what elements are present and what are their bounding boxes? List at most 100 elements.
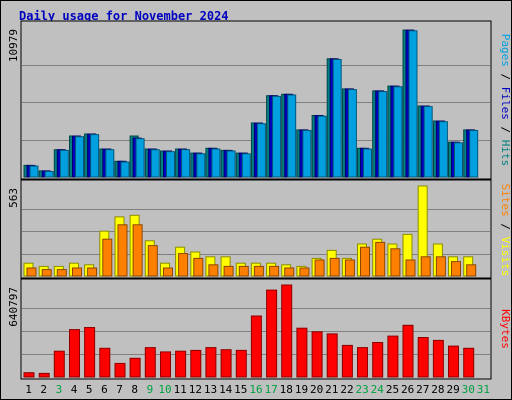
bottom-bar-kbytes-day-21 <box>326 333 338 378</box>
bottom-bar-kbytes-day-23 <box>357 347 368 378</box>
bottom-bar-kbytes-day-12 <box>190 349 202 378</box>
bottom-bar-kbytes-day-18 <box>281 284 293 378</box>
bottom-bar-kbytes-day-28 <box>432 339 444 378</box>
day-label-10: 10 <box>158 383 171 396</box>
day-label-11: 11 <box>174 383 187 396</box>
middle-bar-sites-day-22 <box>344 259 355 277</box>
day-label-31: 31 <box>477 383 490 396</box>
top-bar-pages-day-12 <box>196 153 206 178</box>
day-label-18: 18 <box>280 383 293 396</box>
day-label-3: 3 <box>56 383 63 396</box>
top-bar-pages-day-22 <box>347 89 357 178</box>
top-bar-pages-day-29 <box>454 142 463 178</box>
bottom-bar-kbytes-day-3 <box>53 350 65 378</box>
top-bar-pages-day-27 <box>423 106 433 178</box>
bottom-legend: KBytes <box>499 309 512 349</box>
top-bar-pages-day-14 <box>226 150 236 178</box>
top-bar-pages-day-13 <box>211 148 221 178</box>
bottom-max-label: 640797 <box>7 287 20 327</box>
middle-bar-sites-day-10 <box>163 267 173 277</box>
top-bar-pages-day-28 <box>438 121 448 178</box>
top-bar-pages-day-24 <box>378 91 388 178</box>
day-label-4: 4 <box>71 383 78 396</box>
middle-bar-sites-day-29 <box>451 261 461 277</box>
middle-bar-sites-day-18 <box>284 267 295 277</box>
middle-bar-sites-day-9 <box>147 245 158 277</box>
middle-bar-sites-day-1 <box>26 267 37 277</box>
bottom-bar-kbytes-day-14 <box>220 349 232 378</box>
top-bar-pages-day-30 <box>469 130 479 178</box>
top-panel: 10979 Pages / Files / Hits <box>7 20 512 180</box>
middle-bar-sites-day-21 <box>329 257 340 277</box>
day-label-26: 26 <box>401 383 414 396</box>
middle-bar-sites-day-6 <box>102 238 113 277</box>
middle-bar-sites-day-23 <box>360 246 370 277</box>
middle-bar-sites-day-20 <box>314 259 325 277</box>
top-legend: Pages / Files / Hits <box>499 34 512 167</box>
middle-bar-sites-day-7 <box>117 224 128 277</box>
day-labels: 1 2 3 4 5 6 7 8 9 10 11 12 13 14 15 16 17 18 19 20 21 22 23 24 2… <box>25 383 490 396</box>
middle-bar-sites-day-11 <box>178 253 189 277</box>
top-bar-pages-day-17 <box>272 95 282 178</box>
day-label-8: 8 <box>131 383 138 396</box>
bottom-bar-kbytes-day-5 <box>84 327 96 378</box>
day-label-15: 15 <box>234 383 247 396</box>
middle-bar-sites-day-16 <box>253 265 264 277</box>
bottom-bar-kbytes-day-27 <box>417 337 429 378</box>
top-bar-pages-day-1 <box>29 165 39 178</box>
bottom-bar-kbytes-day-11 <box>175 350 187 378</box>
day-label-6: 6 <box>101 383 108 396</box>
top-bar-pages-day-6 <box>105 149 115 178</box>
bottom-bar-kbytes-day-15 <box>235 349 247 378</box>
top-bar-pages-day-5 <box>90 134 100 178</box>
day-label-7: 7 <box>116 383 123 396</box>
top-max-label: 10979 <box>7 29 20 62</box>
bottom-panel: 640797 KBytes <box>7 278 512 380</box>
bottom-bar-kbytes-day-22 <box>341 344 353 378</box>
top-bar-pages-day-2 <box>44 171 54 178</box>
top-bar-pages-day-3 <box>59 149 69 178</box>
bottom-bar-kbytes-day-1 <box>23 372 35 378</box>
bottom-bar-kbytes-day-20 <box>311 331 323 378</box>
middle-max-label: 563 <box>7 188 20 208</box>
day-label-13: 13 <box>204 383 217 396</box>
bottom-bar-kbytes-day-17 <box>266 289 278 378</box>
bottom-bar-kbytes-day-13 <box>205 347 217 378</box>
middle-bar-sites-day-19 <box>299 267 310 277</box>
day-label-24: 24 <box>371 383 385 396</box>
middle-legend-part: / <box>499 217 512 237</box>
top-legend-part: Pages <box>499 34 512 67</box>
bottom-bar-kbytes-day-8 <box>129 357 141 378</box>
middle-bar-sites-day-4 <box>72 267 82 277</box>
day-label-5: 5 <box>86 383 93 396</box>
top-bar-pages-day-8 <box>135 138 145 178</box>
middle-panel: 563 Sites / Visits <box>7 179 512 279</box>
middle-bar-sites-day-17 <box>269 265 280 277</box>
middle-bar-sites-day-12 <box>193 257 204 277</box>
day-label-25: 25 <box>386 383 399 396</box>
top-legend-part: / <box>499 120 512 140</box>
day-label-1: 1 <box>25 383 32 396</box>
bottom-legend-part: KBytes <box>499 309 512 349</box>
bottom-bar-kbytes-day-26 <box>402 324 414 378</box>
bottom-bar-kbytes-day-16 <box>250 315 262 378</box>
day-label-22: 22 <box>340 383 353 396</box>
top-bar-pages-day-19 <box>302 130 312 178</box>
middle-bar-sites-day-27 <box>420 256 431 277</box>
day-label-30: 30 <box>462 383 475 396</box>
chart-title: Daily usage for November 2024 <box>19 9 229 23</box>
middle-bar-sites-day-8 <box>132 224 143 277</box>
day-label-20: 20 <box>310 383 323 396</box>
top-bar-pages-day-10 <box>166 151 175 178</box>
middle-bar-sites-day-15 <box>238 265 249 277</box>
bottom-bar-kbytes-day-2 <box>38 372 50 378</box>
top-bar-pages-day-4 <box>75 136 84 178</box>
day-label-12: 12 <box>189 383 202 396</box>
top-bar-pages-day-18 <box>287 94 297 178</box>
middle-bar-sites-day-3 <box>56 269 67 277</box>
middle-bar-sites-day-2 <box>41 269 52 277</box>
top-bar-pages-day-21 <box>332 59 342 178</box>
top-bar-pages-day-23 <box>363 148 372 178</box>
middle-bar-sites-day-24 <box>375 241 386 277</box>
